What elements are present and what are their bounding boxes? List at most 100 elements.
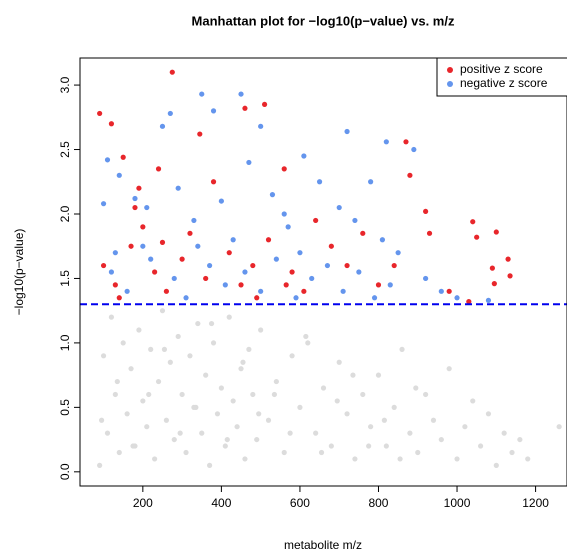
point xyxy=(397,456,403,462)
point xyxy=(285,224,291,230)
point xyxy=(238,282,244,288)
point xyxy=(222,282,228,288)
point xyxy=(167,359,173,365)
point xyxy=(108,121,115,127)
point xyxy=(104,157,111,163)
point xyxy=(283,282,289,288)
point xyxy=(493,229,499,235)
point xyxy=(281,166,287,172)
point xyxy=(316,179,323,185)
point xyxy=(258,123,264,129)
point xyxy=(328,243,334,249)
point xyxy=(175,333,181,340)
point xyxy=(128,243,134,249)
legend-marker xyxy=(447,67,453,73)
point xyxy=(250,262,256,269)
point xyxy=(313,217,319,224)
point xyxy=(485,297,492,303)
point xyxy=(175,185,181,191)
point xyxy=(130,443,136,449)
point xyxy=(230,237,236,243)
point xyxy=(273,256,279,262)
point xyxy=(128,366,134,372)
point xyxy=(505,256,511,262)
point xyxy=(375,372,382,378)
point xyxy=(305,340,311,346)
point xyxy=(387,282,393,288)
point xyxy=(203,372,209,378)
point xyxy=(187,353,193,359)
point xyxy=(100,353,107,359)
point xyxy=(199,91,205,97)
point xyxy=(470,398,476,404)
y-tick-label: 0.0 xyxy=(58,463,72,480)
point xyxy=(313,430,319,436)
point xyxy=(214,411,221,417)
x-tick-label: 1200 xyxy=(522,496,549,510)
point xyxy=(454,456,460,462)
point xyxy=(391,404,397,410)
point xyxy=(371,295,378,301)
point xyxy=(146,391,152,398)
point xyxy=(99,417,105,423)
point xyxy=(199,430,205,436)
point xyxy=(208,320,215,327)
point xyxy=(197,131,203,137)
point xyxy=(368,179,374,185)
point xyxy=(413,385,419,391)
point xyxy=(344,411,350,417)
point xyxy=(222,443,228,449)
point xyxy=(491,281,497,287)
point xyxy=(108,314,115,320)
point xyxy=(240,359,246,365)
y-tick-label: 3.0 xyxy=(58,76,72,93)
point xyxy=(193,404,199,410)
point xyxy=(246,159,252,166)
point xyxy=(265,237,272,243)
point xyxy=(238,366,244,372)
point xyxy=(360,391,366,398)
point xyxy=(242,269,248,275)
point xyxy=(446,366,452,372)
point xyxy=(281,211,287,217)
x-tick-label: 400 xyxy=(211,496,231,510)
point xyxy=(344,262,350,269)
point xyxy=(171,275,177,282)
point xyxy=(318,449,325,456)
point xyxy=(360,230,366,236)
point xyxy=(411,146,417,153)
y-axis-label: −log10(p−value) xyxy=(12,229,26,316)
point xyxy=(403,139,409,145)
point xyxy=(124,288,130,294)
point xyxy=(493,462,499,468)
point xyxy=(289,353,295,359)
point xyxy=(108,269,115,275)
point xyxy=(269,192,276,198)
point xyxy=(104,430,111,436)
point xyxy=(159,308,166,314)
point xyxy=(179,256,185,262)
point xyxy=(556,424,562,430)
point xyxy=(234,424,240,430)
point xyxy=(507,273,513,279)
point xyxy=(207,462,213,468)
point xyxy=(136,185,142,191)
point xyxy=(112,282,118,288)
x-axis-label: metabolite m/z xyxy=(284,538,362,552)
point xyxy=(132,195,138,202)
point xyxy=(336,359,342,365)
point xyxy=(148,256,154,262)
point xyxy=(466,299,472,305)
point xyxy=(415,449,421,456)
point xyxy=(136,327,142,333)
legend-marker xyxy=(447,81,453,87)
x-tick-label: 200 xyxy=(133,496,153,510)
y-tick-label: 1.5 xyxy=(58,270,72,287)
y-tick-label: 0.5 xyxy=(58,399,72,416)
point xyxy=(287,430,293,436)
legend-label: negative z score xyxy=(460,76,548,90)
point xyxy=(485,411,492,417)
point xyxy=(344,128,350,135)
point xyxy=(383,443,389,449)
